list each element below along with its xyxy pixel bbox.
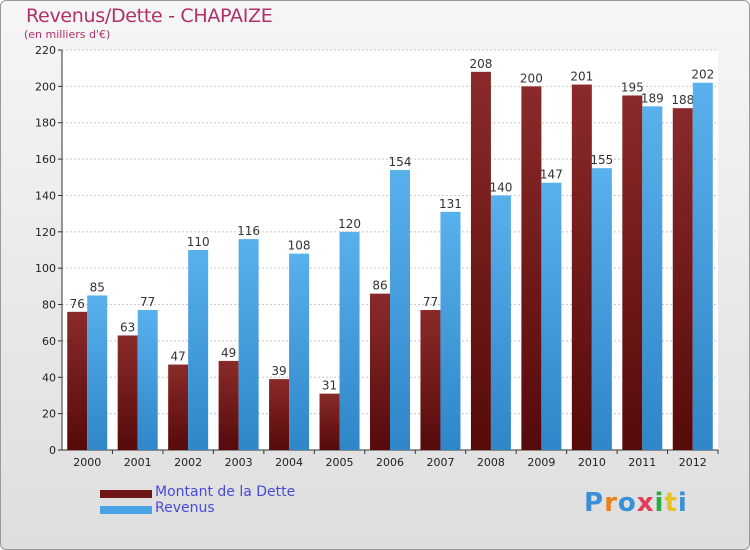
bar-dette: [521, 86, 542, 450]
bar-revenus: [289, 253, 310, 450]
bar-revenus: [339, 231, 360, 450]
x-tick-label: 2011: [628, 456, 656, 469]
data-label-dette: 188: [671, 93, 694, 107]
bar-dette: [168, 364, 189, 450]
x-tick-label: 2012: [679, 456, 707, 469]
data-label-dette: 195: [621, 80, 644, 94]
y-tick-label: 100: [35, 262, 56, 275]
y-tick-label: 0: [49, 444, 56, 457]
bar-revenus: [137, 310, 158, 450]
bar-dette: [571, 84, 592, 450]
y-tick-label: 60: [42, 335, 56, 348]
y-tick-label: 120: [35, 226, 56, 239]
data-label-dette: 201: [570, 70, 593, 84]
y-tick-label: 80: [42, 299, 56, 312]
bar-dette: [218, 360, 239, 450]
data-label-revenus: 147: [540, 168, 563, 182]
bar-revenus: [692, 82, 713, 451]
data-label-dette: 39: [271, 364, 286, 378]
data-label-dette: 49: [221, 346, 236, 360]
x-tick-label: 2004: [275, 456, 303, 469]
y-tick-label: 40: [42, 371, 56, 384]
proxiti-logo: Proxiti: [584, 488, 688, 518]
data-label-revenus: 140: [489, 180, 512, 194]
bar-dette: [672, 108, 693, 450]
legend-swatch-revenus: [100, 506, 152, 514]
logo-letter: P: [584, 488, 605, 518]
data-label-dette: 31: [322, 379, 337, 393]
data-label-revenus: 85: [90, 280, 105, 294]
data-label-dette: 86: [372, 279, 387, 293]
data-label-dette: 76: [70, 297, 85, 311]
logo-letter: i: [677, 488, 688, 518]
x-tick-label: 2010: [578, 456, 606, 469]
data-label-revenus: 202: [691, 68, 714, 82]
data-label-revenus: 110: [187, 235, 210, 249]
chart-subtitle: (en milliers d'€): [24, 28, 111, 41]
y-tick-label: 20: [42, 408, 56, 421]
data-label-dette: 200: [520, 71, 543, 85]
data-label-revenus: 131: [439, 197, 462, 211]
x-tick-label: 2005: [326, 456, 354, 469]
bar-revenus: [642, 106, 663, 450]
x-tick-label: 2006: [376, 456, 404, 469]
y-tick-label: 200: [35, 80, 56, 93]
logo-letter: i: [654, 488, 665, 518]
data-label-dette: 47: [171, 350, 186, 364]
bar-revenus: [541, 182, 562, 450]
logo-letter: o: [617, 488, 637, 518]
bar-revenus: [87, 295, 108, 450]
data-label-revenus: 189: [641, 91, 664, 105]
bar-revenus: [591, 168, 612, 450]
bar-revenus: [390, 170, 410, 450]
bar-dette: [470, 71, 491, 451]
logo-letter: t: [664, 488, 678, 518]
data-label-dette: 208: [469, 57, 492, 71]
logo-letter: x: [636, 488, 655, 518]
data-label-revenus: 116: [237, 224, 260, 238]
bar-revenus: [238, 239, 259, 450]
bar-dette: [370, 293, 390, 450]
bar-dette: [420, 310, 441, 450]
x-tick-label: 2001: [124, 456, 152, 469]
legend-label-revenus: Revenus: [155, 500, 215, 516]
chart-title: Revenus/Dette - CHAPAIZE: [26, 5, 273, 27]
x-tick-label: 2003: [225, 456, 253, 469]
legend-swatch-dette: [100, 490, 152, 498]
data-label-revenus: 154: [389, 155, 412, 169]
y-tick-label: 220: [35, 44, 56, 57]
data-label-revenus: 120: [338, 217, 361, 231]
logo-letter: r: [604, 488, 618, 518]
y-tick-label: 180: [35, 117, 56, 130]
bar-dette: [117, 335, 138, 450]
data-label-revenus: 77: [140, 295, 155, 309]
bar-revenus: [188, 250, 209, 450]
x-tick-label: 2009: [527, 456, 555, 469]
bar-dette: [269, 379, 290, 450]
bar-dette: [319, 393, 340, 450]
bar-dette: [622, 95, 643, 451]
x-tick-label: 2007: [426, 456, 454, 469]
bar-dette: [67, 311, 88, 450]
bar-revenus: [490, 195, 511, 450]
y-tick-label: 160: [35, 153, 56, 166]
x-tick-label: 2002: [174, 456, 202, 469]
x-tick-label: 2008: [477, 456, 505, 469]
legend-label-dette: Montant de la Dette: [155, 484, 296, 500]
data-label-revenus: 155: [590, 153, 613, 167]
bar-revenus: [440, 211, 461, 450]
data-label-dette: 77: [423, 295, 438, 309]
data-label-revenus: 108: [288, 239, 311, 253]
data-label-dette: 63: [120, 320, 135, 334]
x-tick-label: 2000: [73, 456, 101, 469]
y-tick-label: 140: [35, 189, 56, 202]
